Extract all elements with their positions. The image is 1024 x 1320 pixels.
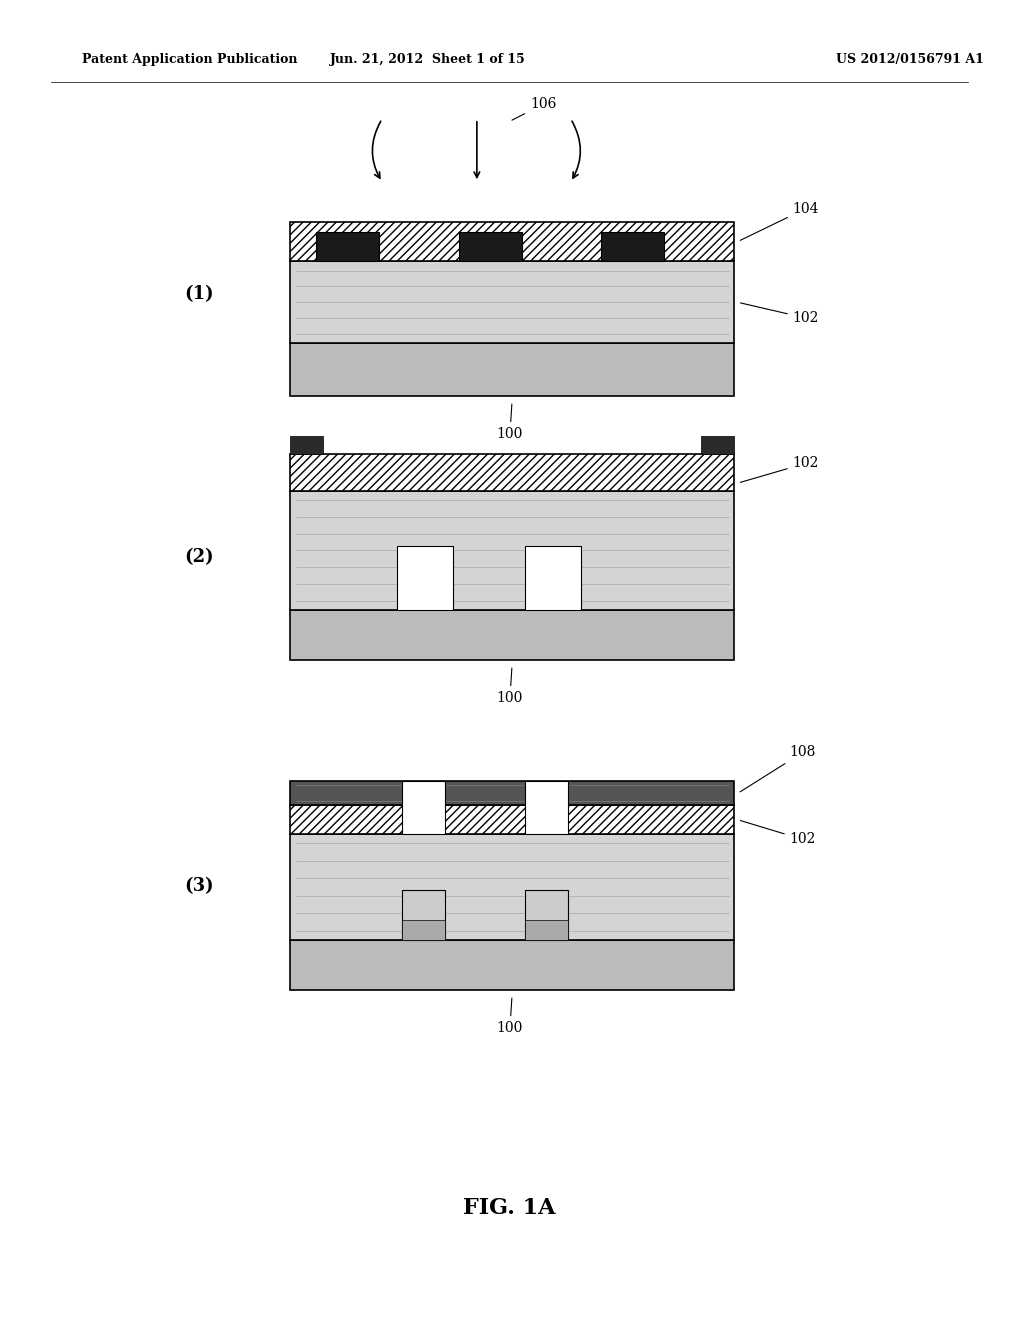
Text: (3): (3): [184, 876, 214, 895]
Bar: [524, 890, 567, 940]
Bar: [459, 232, 521, 261]
Bar: [315, 232, 379, 261]
Bar: [701, 436, 733, 454]
Bar: [291, 834, 733, 940]
Bar: [291, 610, 733, 660]
Text: 102: 102: [740, 457, 819, 482]
Bar: [291, 805, 733, 834]
Text: US 2012/0156791 A1: US 2012/0156791 A1: [836, 53, 983, 66]
Text: 102: 102: [740, 821, 816, 846]
Text: (1): (1): [184, 285, 214, 304]
Bar: [291, 781, 733, 805]
Text: 102: 102: [740, 302, 819, 325]
Bar: [524, 546, 581, 610]
Text: 100: 100: [497, 404, 523, 441]
Bar: [601, 232, 665, 261]
Text: FIG. 1A: FIG. 1A: [463, 1197, 556, 1218]
Text: 104: 104: [740, 202, 819, 240]
Text: Jun. 21, 2012  Sheet 1 of 15: Jun. 21, 2012 Sheet 1 of 15: [330, 53, 526, 66]
Text: 106: 106: [512, 98, 556, 120]
Bar: [291, 940, 733, 990]
Text: Patent Application Publication: Patent Application Publication: [82, 53, 297, 66]
Text: (2): (2): [184, 548, 214, 566]
Bar: [524, 920, 567, 940]
Bar: [397, 546, 454, 610]
Bar: [291, 454, 733, 491]
Bar: [402, 781, 445, 834]
Text: 108: 108: [740, 746, 816, 792]
Bar: [291, 222, 733, 261]
Bar: [291, 261, 733, 343]
Bar: [402, 920, 445, 940]
Bar: [291, 436, 323, 454]
Text: 100: 100: [497, 998, 523, 1035]
Bar: [524, 781, 567, 834]
Bar: [291, 491, 733, 610]
Text: 100: 100: [497, 668, 523, 705]
Bar: [402, 890, 445, 940]
Bar: [291, 343, 733, 396]
